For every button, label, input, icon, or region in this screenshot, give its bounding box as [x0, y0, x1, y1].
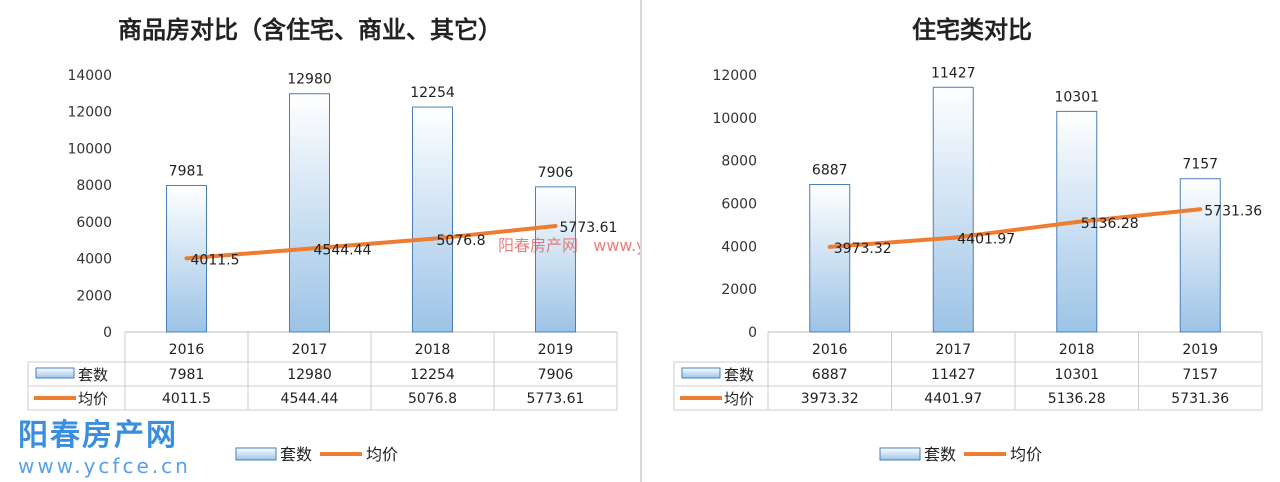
y-tick-label: 4000 [76, 252, 112, 268]
line-point-2019 [553, 224, 558, 229]
table-cell-均价: 5773.61 [527, 391, 585, 407]
line-point-2018 [1074, 219, 1079, 224]
y-tick-label: 2000 [721, 282, 757, 298]
y-tick-label: 4000 [721, 239, 757, 255]
line-data-label: 4401.97 [957, 232, 1015, 248]
y-tick-label: 12000 [67, 105, 112, 121]
table-cell-均价: 5136.28 [1048, 391, 1106, 407]
table-cell-均价: 5076.8 [408, 391, 457, 407]
table-cell-均价: 3973.32 [801, 391, 859, 407]
table-series-label: 套数 [724, 366, 754, 384]
y-tick-label: 6000 [76, 215, 112, 231]
bar-data-label: 7157 [1182, 157, 1218, 173]
line-point-2018 [430, 236, 435, 241]
bar-2019 [535, 186, 576, 333]
chart-panel-commercial: 商品房对比（含住宅、商业、其它） 0 2000 4000 6000 8000 10000 12… [0, 0, 703, 482]
line-data-label: 5076.8 [437, 233, 486, 249]
x-tick-label: 2019 [1182, 342, 1218, 358]
line-data-label: 5731.36 [1204, 203, 1262, 219]
bar-data-label: 12980 [287, 72, 332, 88]
table-cell-套数: 7906 [538, 367, 574, 383]
table-cell-均价: 4011.5 [162, 391, 211, 407]
table-legend-bar-icon [35, 367, 75, 379]
bar-data-label: 7906 [538, 165, 574, 181]
table-cell-套数: 6887 [812, 367, 848, 383]
legend-label-均价: 均价 [366, 445, 398, 464]
y-tick-label: 0 [748, 325, 757, 341]
line-data-label: 4011.5 [191, 252, 240, 268]
chart-commercial: 商品房对比（含住宅、商业、其它） 0 2000 4000 6000 8000 10000 12… [27, 15, 618, 464]
legend-bar-icon [879, 447, 921, 461]
table-cell-套数: 10301 [1054, 367, 1099, 383]
bar-data-label: 6887 [812, 163, 848, 179]
chart-panel-residential: 住宅类对比 0 2000 4000 6000 8000 10000 12000 6887 1142… [640, 0, 1280, 482]
bar-data-label: 10301 [1054, 89, 1099, 105]
table-cell-套数: 7981 [169, 367, 205, 383]
y-tick-label: 0 [103, 325, 112, 341]
chart-residential: 住宅类对比 0 2000 4000 6000 8000 10000 12000 6887 1142… [673, 15, 1263, 464]
line-point-2016 [184, 256, 189, 261]
y-tick-label: 8000 [76, 178, 112, 194]
legend-bar-icon [235, 447, 277, 461]
table-series-label: 均价 [78, 390, 108, 408]
table-series-label: 均价 [724, 390, 754, 408]
legend-label-套数: 套数 [924, 445, 956, 464]
table-cell-均价: 4401.97 [924, 391, 982, 407]
line-data-label: 4544.44 [314, 243, 372, 259]
table-series-label: 套数 [78, 366, 108, 384]
watermark-logo: 阳春房产网 www.ycfce.cn [18, 410, 191, 478]
bar-data-label: 7981 [169, 163, 205, 179]
bar-data-label: 12254 [410, 85, 455, 101]
watermark-name: 阳春房产网 [18, 418, 178, 453]
chart-title: 商品房对比（含住宅、商业、其它） [118, 15, 502, 44]
legend-label-均价: 均价 [1010, 445, 1042, 464]
bar-2016 [809, 184, 851, 333]
x-tick-label: 2018 [415, 342, 451, 358]
line-point-2019 [1198, 207, 1203, 212]
y-tick-label: 2000 [76, 288, 112, 304]
legend-label-套数: 套数 [280, 445, 312, 464]
x-tick-label: 2019 [538, 342, 574, 358]
line-series-均价 [186, 224, 556, 261]
x-tick-label: 2018 [1059, 342, 1095, 358]
watermark-url: www.ycfce.cn [18, 454, 191, 478]
y-tick-label: 8000 [721, 154, 757, 170]
table-cell-均价: 4544.44 [281, 391, 339, 407]
y-tick-label: 10000 [712, 111, 757, 127]
x-tick-label: 2017 [935, 342, 971, 358]
y-tick-label: 12000 [712, 68, 757, 84]
line-series-均价 [829, 207, 1201, 249]
table-legend-bar-icon [681, 367, 721, 379]
line-data-label: 5136.28 [1081, 216, 1139, 232]
line-data-label: 5773.61 [560, 220, 618, 236]
bar-data-label: 11427 [931, 65, 976, 81]
y-tick-label: 10000 [67, 141, 112, 157]
line-data-label: 3973.32 [834, 241, 892, 257]
bar-2018 [412, 106, 453, 333]
bar-2017 [289, 93, 330, 333]
bar-2019 [1179, 178, 1221, 333]
line-point-2016 [827, 244, 832, 249]
table-cell-套数: 12254 [410, 367, 455, 383]
line-point-2017 [951, 235, 956, 240]
table-cell-套数: 7157 [1182, 367, 1218, 383]
table-cell-套数: 11427 [931, 367, 976, 383]
x-tick-label: 2017 [292, 342, 328, 358]
y-tick-label: 6000 [721, 197, 757, 213]
chart-title: 住宅类对比 [912, 15, 1032, 44]
x-tick-label: 2016 [812, 342, 848, 358]
table-cell-均价: 5731.36 [1171, 391, 1229, 407]
line-point-2017 [307, 246, 312, 251]
table-cell-套数: 12980 [287, 367, 332, 383]
bar-2017 [932, 86, 974, 333]
y-tick-label: 14000 [67, 68, 112, 84]
x-tick-label: 2016 [169, 342, 205, 358]
